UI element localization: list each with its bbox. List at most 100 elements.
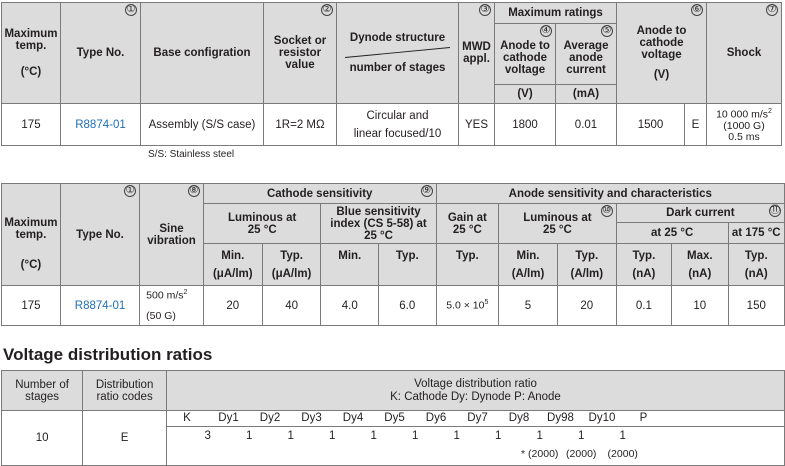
shock-g: (1000 G) [723, 119, 765, 132]
a-min-label: Min. [516, 249, 540, 262]
type-no-header-2: ① Type No. [59, 183, 141, 286]
cell-d175-typ: 150 [727, 285, 785, 326]
cell-anode-cathode-v: 1500 [616, 103, 685, 146]
cell-code: E [82, 410, 167, 466]
cell-b-typ: 6.0 [378, 285, 437, 326]
shock-header: ⑦ Shock [706, 2, 782, 104]
max-ratings-header: Maximum ratings [494, 2, 617, 24]
stainless-note: S/S: Stainless steel [148, 149, 235, 160]
socket-label: Socket or resistor value [273, 35, 327, 71]
d175-typ-unit: (nA) [744, 267, 768, 280]
electrode-label: Dy5 [384, 412, 405, 424]
cell-sine: 500 m/s2 (50 G) [139, 285, 204, 326]
note-mark: ⑧ [187, 185, 200, 197]
codes-label: Distribution ratio codes [95, 378, 154, 403]
note-mark: ③ [479, 4, 491, 16]
cell-b-min: 4.0 [320, 285, 380, 326]
b-typ-label: Typ. [395, 249, 419, 262]
electrode-label: P [639, 412, 648, 424]
a-typ-unit: (A/lm) [570, 267, 604, 280]
table-row: 175 R8874-01 Assembly (S/S case) 1R=2 MΩ… [1, 103, 782, 146]
cell-a-min: 5 [498, 285, 558, 326]
rating-voltage-unit: (V) [494, 84, 556, 104]
ratio-value: 1 [536, 430, 543, 442]
number-of-stages-label: number of stages [349, 62, 446, 74]
sine-value: 500 m/s [146, 289, 184, 302]
anode-cathode-v-unit: (V) [653, 69, 670, 81]
gain-header: Gain at 25 °C [435, 203, 500, 244]
blue-header: Blue sensitivity index (CS 5-58) at 25 °… [320, 203, 437, 244]
d175-typ-label: Typ. [744, 249, 768, 262]
max-temp-unit: (°C) [20, 66, 42, 78]
dark-175-header: at 175 °C [727, 222, 785, 244]
dark-25-header: at 25 °C [615, 222, 729, 244]
type-no-label-2: Type No. [76, 228, 124, 241]
base-config-label: Base configration [153, 47, 251, 59]
ratio-value: 1 [495, 430, 502, 442]
note-mark: ⑨ [420, 185, 433, 197]
gain-exp: 5 [484, 299, 489, 307]
blue-label: Blue sensitivity index (CS 5-58) at 25 °… [330, 205, 427, 242]
type-no-label: Type No. [76, 47, 125, 59]
b-min-header: Min. [320, 243, 380, 286]
stages-label: Number of stages [15, 378, 69, 403]
d-typ-header: Typ. (nA) [615, 243, 673, 286]
shock-value: 10 000 m/s [716, 108, 769, 121]
diagonal-line [344, 47, 451, 58]
ratings-table: Maximum temp. (°C) ① Type No. Base confi… [1, 2, 782, 146]
sine-g: (50 G) [146, 309, 176, 322]
max-temp-unit-2: (°C) [20, 258, 42, 271]
cell-socket: 1R=2 MΩ [263, 103, 337, 146]
c-typ-label: Typ. [280, 249, 303, 262]
rating-current-unit: (mA) [555, 84, 617, 104]
cell-d-typ: 0.1 [615, 285, 673, 326]
note-mark: ⑥ [691, 4, 703, 16]
stages-header: Number of stages [0, 370, 84, 411]
c-min-header: Min. (μA/lm) [202, 243, 263, 286]
base-config-header: Base configration [140, 2, 264, 104]
d-max-unit: (nA) [688, 267, 712, 280]
max-temp-label: Maximum temp. [4, 28, 58, 52]
cell-c-min: 20 [202, 285, 263, 326]
type-no-text-2[interactable]: R8874-01 [74, 299, 126, 312]
type-no-text[interactable]: R8874-01 [75, 118, 126, 131]
cathode-sens-header: ⑨ Cathode sensitivity [202, 183, 437, 204]
ratio-value: 1 [329, 430, 336, 442]
type-no-link-2[interactable]: R8874-01 [59, 285, 141, 326]
ratio-chart: K Dy1 Dy2 Dy3 Dy4 Dy5 Dy6 Dy7 Dy8 Dy98 Dy10 P 3 1 1 1 1… [165, 410, 785, 466]
sensitivity-table: Maximum temp. (°C) ① Type No. ⑧ Sine vib… [1, 183, 785, 326]
voltage-ratio-table: Number of stages Distribution ratio code… [0, 370, 785, 466]
ratio-value: 1 [370, 430, 377, 442]
cell-max-temp-2: 175 [1, 285, 61, 326]
shock-duration: 0.5 ms [728, 130, 760, 143]
anode-luminous-header: ⑩ Luminous at 25 °C [498, 203, 617, 244]
footnote-value: * (2000) [521, 448, 559, 460]
ratio-label: Voltage distribution ratio [414, 377, 537, 390]
shock-exp: 2 [768, 108, 772, 116]
note-mark: ⑪ [769, 205, 781, 217]
codes-header: Distribution ratio codes [82, 370, 167, 411]
note-mark: ④ [540, 25, 552, 37]
note-mark: ⑩ [600, 205, 613, 217]
electrode-label: Dy2 [259, 412, 281, 424]
anode-luminous-label: Luminous at 25 °C [523, 211, 592, 236]
note-mark: ⑦ [766, 4, 778, 16]
cell-base: Assembly (S/S case) [140, 103, 264, 146]
gain-value: 5.0 × 10 [446, 299, 485, 312]
note-mark: ② [321, 4, 333, 16]
note-mark: ⑤ [601, 25, 613, 37]
sine-exp: 2 [183, 289, 188, 297]
rating-current-label: Average anode current [563, 40, 609, 76]
shock-label: Shock [726, 47, 762, 59]
ratio-header: Voltage distribution ratio K: Cathode Dy… [165, 370, 785, 411]
anode-sens-header: Anode sensitivity and characteristics [435, 183, 785, 204]
ratio-value: 1 [412, 430, 419, 442]
cell-dynode: Circular and linear focused/10 [336, 103, 459, 146]
d-max-header: Max. (nA) [671, 243, 729, 286]
d-max-label: Max. [687, 249, 713, 262]
type-no-header: ① Type No. [60, 2, 141, 104]
type-no-link[interactable]: R8874-01 [60, 103, 141, 146]
mwd-header: ③ MWD appl. [458, 2, 495, 104]
socket-header: ② Socket or resistor value [263, 2, 337, 104]
footnote-value: (2000) [566, 448, 597, 460]
